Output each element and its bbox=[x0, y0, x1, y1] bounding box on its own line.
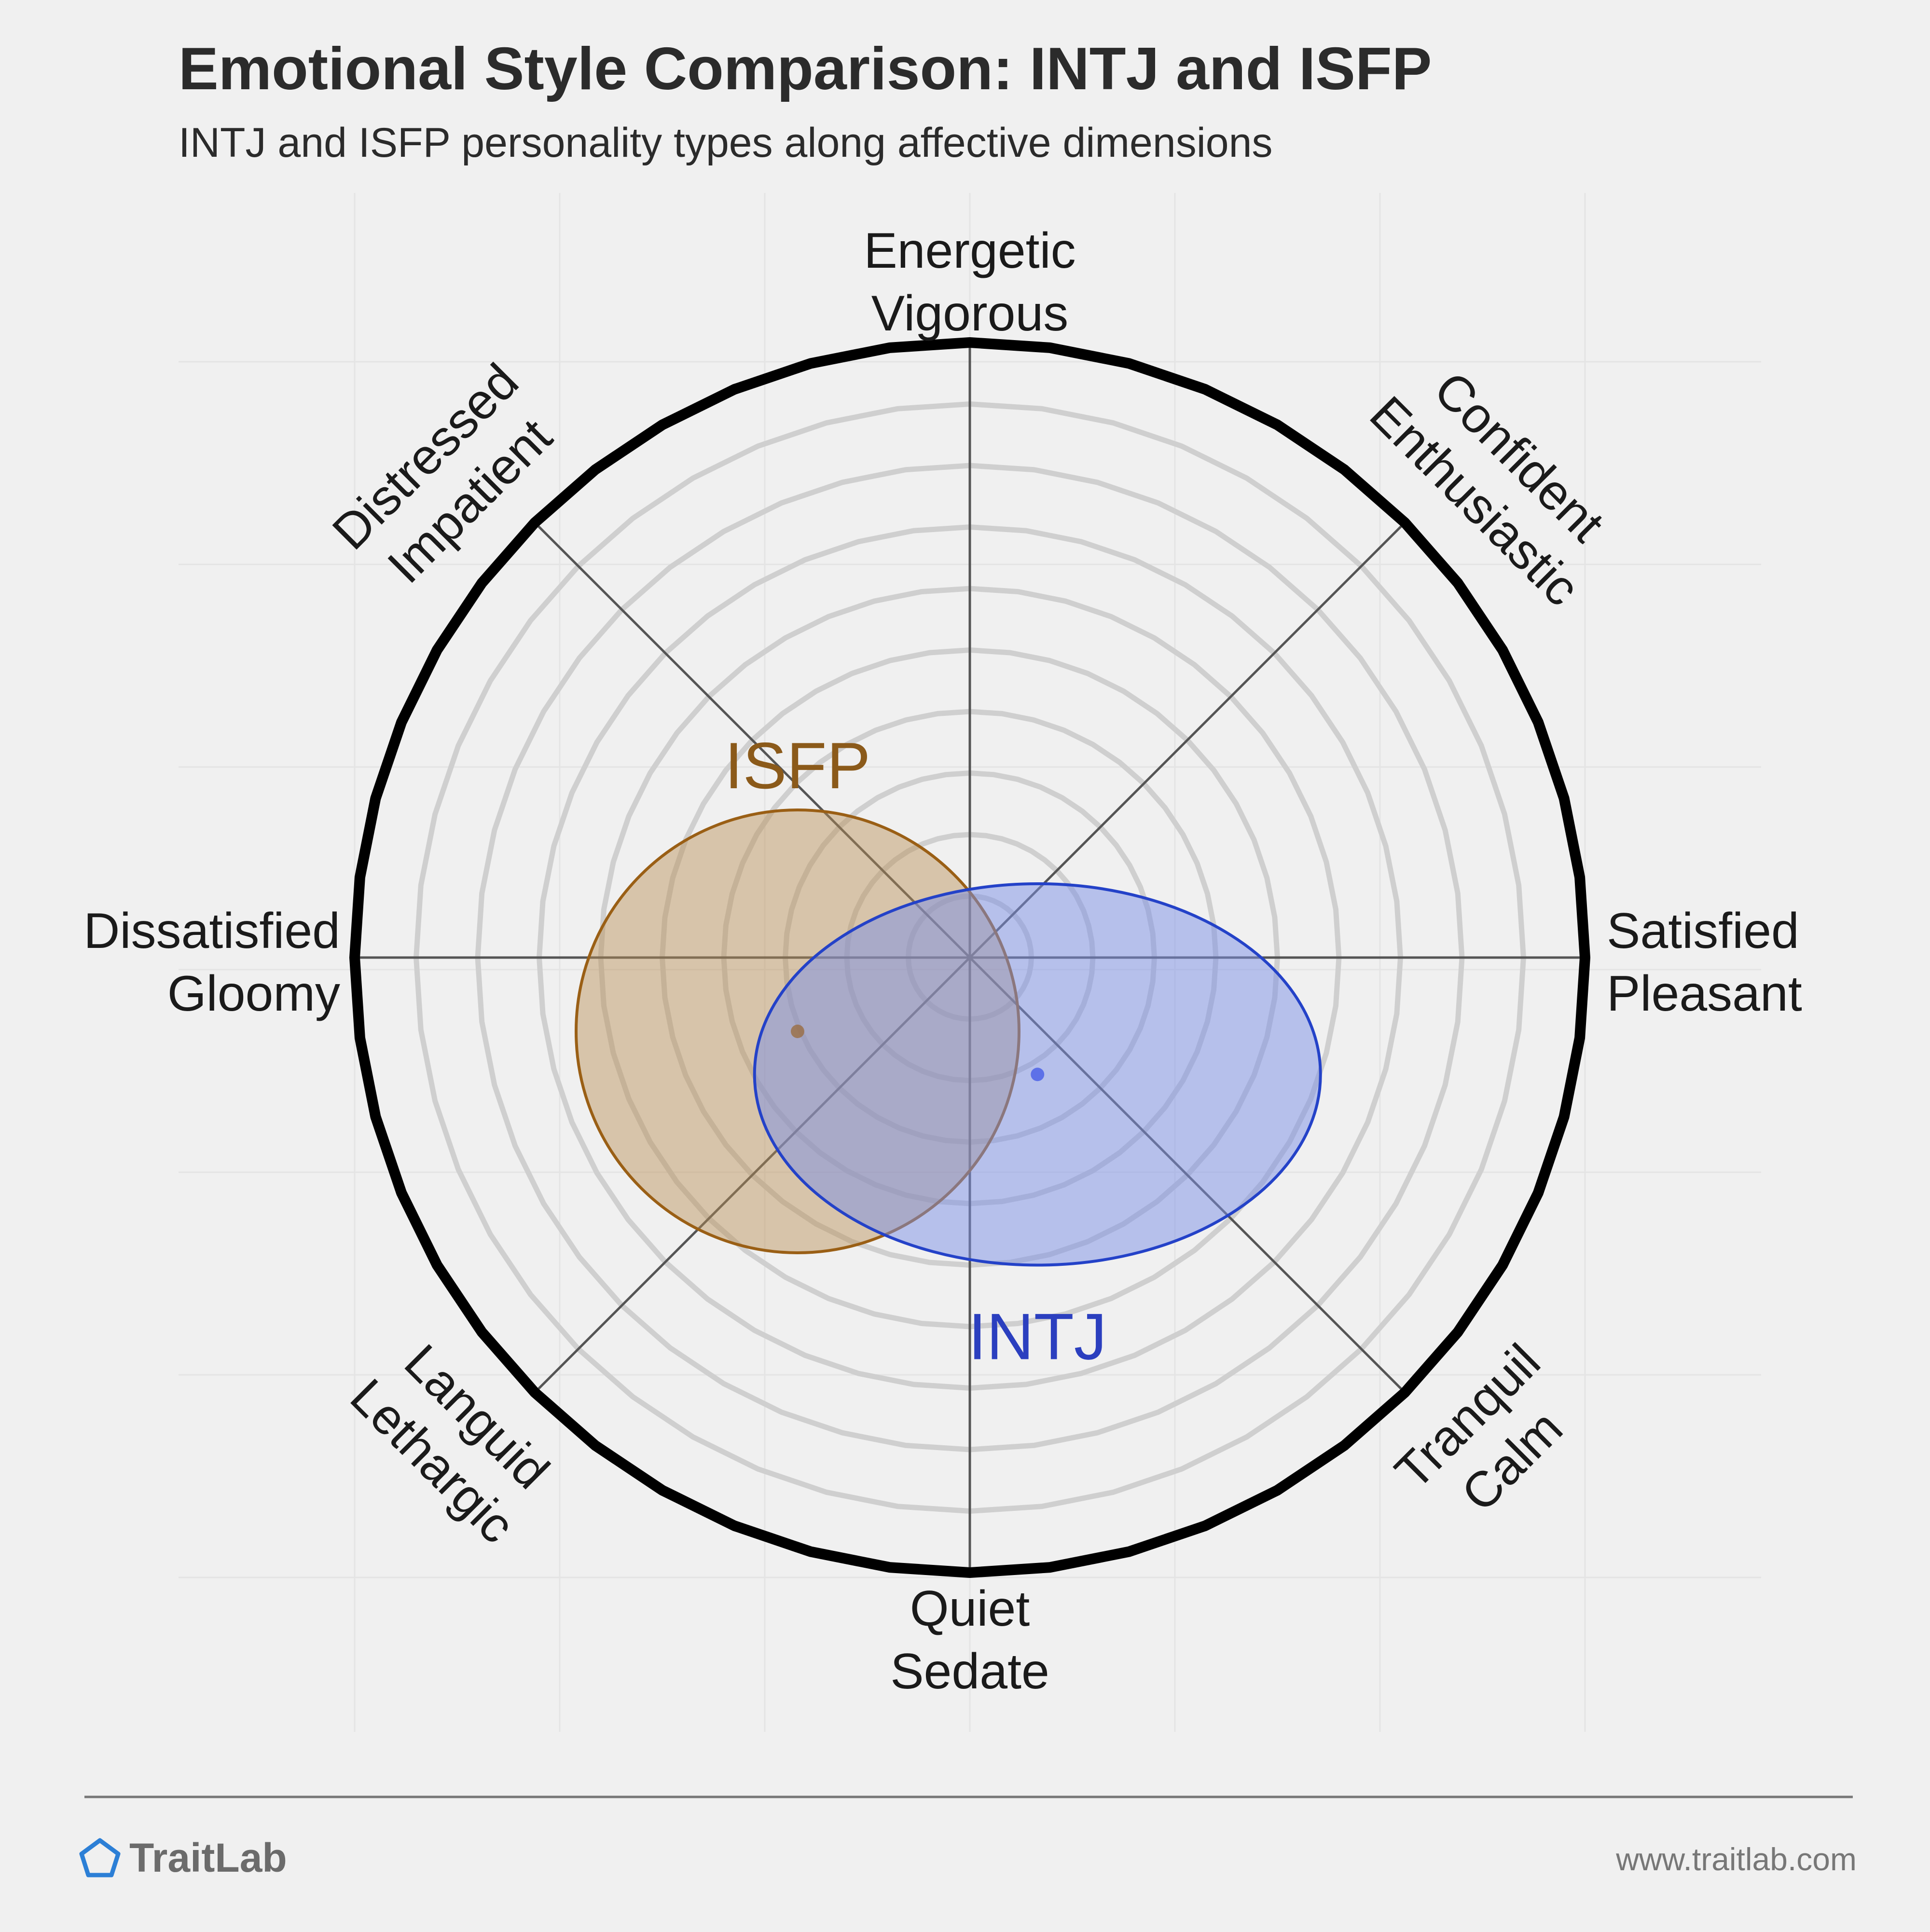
outer-ring bbox=[349, 337, 1590, 1578]
pentagon-icon bbox=[79, 1838, 121, 1877]
footer-url[interactable]: www.traitlab.com bbox=[1615, 1841, 1857, 1877]
traitlab-logo[interactable]: TraitLab bbox=[79, 1835, 287, 1880]
intj-label: INTJ bbox=[968, 1300, 1107, 1373]
chart-subtitle: INTJ and ISFP personality types along af… bbox=[179, 120, 1272, 166]
chart-title: Emotional Style Comparison: INTJ and ISF… bbox=[179, 36, 1432, 102]
label-gloomy: Gloomy bbox=[167, 966, 340, 1022]
isfp-label: ISFP bbox=[725, 729, 870, 802]
isfp-center-point bbox=[791, 1025, 804, 1038]
label-vigorous: Vigorous bbox=[871, 286, 1069, 342]
intj-center-point bbox=[1031, 1068, 1045, 1082]
type-ellipses: ISFP INTJ bbox=[575, 729, 1322, 1373]
label-energetic: Energetic bbox=[864, 223, 1075, 279]
label-dissatisfied: Dissatisfied bbox=[83, 903, 340, 959]
label-quiet: Quiet bbox=[910, 1581, 1030, 1637]
label-pleasant: Pleasant bbox=[1607, 966, 1802, 1022]
label-satisfied: Satisfied bbox=[1607, 903, 1799, 959]
brand-name: TraitLab bbox=[129, 1835, 287, 1880]
label-sedate: Sedate bbox=[890, 1644, 1049, 1699]
